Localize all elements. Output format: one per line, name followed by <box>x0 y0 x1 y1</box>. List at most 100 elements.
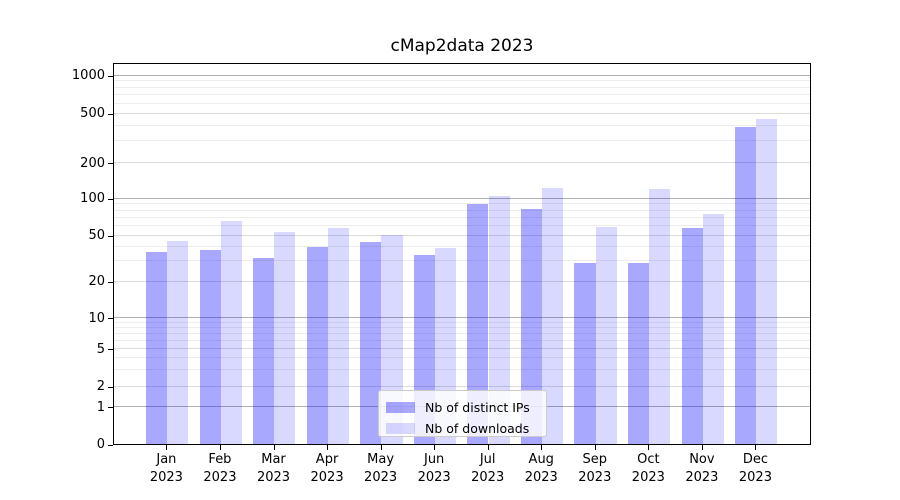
x-tick-label: Oct 2023 <box>631 452 665 485</box>
legend-label-downloads: Nb of downloads <box>425 421 530 436</box>
bar-distinct-ips-9 <box>627 262 650 444</box>
y-gridline-minor <box>114 246 810 248</box>
y-gridline-minor <box>114 80 810 82</box>
bar-downloads-3 <box>327 228 350 444</box>
bar-downloads-6 <box>488 195 510 444</box>
y-tick-label: 500 <box>80 106 105 122</box>
x-tick-mark <box>434 445 436 450</box>
bar-distinct-ips-8 <box>574 262 596 444</box>
y-gridline-minor <box>114 209 810 211</box>
y-gridline-minor <box>114 321 810 323</box>
x-tick-mark <box>701 445 703 450</box>
y-gridline-minor <box>114 124 810 126</box>
bar-distinct-ips-7 <box>520 208 543 444</box>
bar-downloads-11 <box>756 119 778 444</box>
y-gridline-major <box>114 74 810 76</box>
y-gridline-minor <box>114 339 810 341</box>
y-gridline-mid <box>114 112 810 114</box>
legend-label-distinct-ips: Nb of distinct IPs <box>425 400 530 415</box>
bar-distinct-ips-6 <box>467 203 489 444</box>
y-tick-mark <box>108 75 113 77</box>
y-tick-mark <box>108 113 113 115</box>
y-gridline-mid <box>114 234 810 236</box>
y-gridline-minor <box>114 260 810 262</box>
y-tick-mark <box>108 349 113 351</box>
x-tick-label: Nov 2023 <box>685 452 719 485</box>
x-tick-label: Aug 2023 <box>524 452 558 485</box>
y-gridline-mid <box>114 385 810 387</box>
x-tick-mark <box>380 445 382 450</box>
y-tick-label: 50 <box>88 228 105 244</box>
x-tick-mark <box>327 445 329 450</box>
y-tick-mark <box>108 318 113 320</box>
x-tick-mark <box>273 445 275 450</box>
y-gridline-mid <box>114 348 810 350</box>
y-gridline-minor <box>114 225 810 227</box>
y-tick-label: 1000 <box>71 68 105 83</box>
y-gridline-major <box>114 317 810 319</box>
y-tick-mark <box>108 163 113 165</box>
y-gridline-mid <box>114 280 810 282</box>
y-tick-label: 10 <box>88 310 105 326</box>
y-tick-mark <box>108 235 113 237</box>
y-tick-label: 1 <box>96 399 105 415</box>
bar-distinct-ips-2 <box>253 257 275 444</box>
x-tick-label: Apr 2023 <box>310 452 344 485</box>
x-tick-label: Feb 2023 <box>203 452 237 485</box>
x-tick-mark <box>594 445 596 450</box>
x-tick-label: Mar 2023 <box>256 452 291 485</box>
y-tick-label: 200 <box>80 155 105 171</box>
legend: Nb of distinct IPs Nb of downloads <box>378 390 547 437</box>
x-tick-label: Jun 2023 <box>417 452 451 485</box>
bar-downloads-8 <box>595 227 617 444</box>
legend-item-distinct-ips: Nb of distinct IPs <box>379 397 546 418</box>
bar-distinct-ips-11 <box>735 126 757 444</box>
y-gridline-minor <box>114 357 810 359</box>
x-tick-mark <box>219 445 221 450</box>
y-gridline-minor <box>114 368 810 370</box>
y-gridline-minor <box>114 86 810 88</box>
x-tick-mark <box>166 445 168 450</box>
y-tick-mark <box>108 407 113 409</box>
bar-distinct-ips-0 <box>146 251 168 444</box>
bar-downloads-10 <box>702 213 724 444</box>
legend-swatch-downloads <box>386 423 415 434</box>
y-tick-mark <box>108 444 113 446</box>
legend-swatch-distinct-ips <box>386 402 415 413</box>
y-tick-label: 20 <box>88 274 105 290</box>
legend-item-downloads: Nb of downloads <box>379 418 546 439</box>
y-gridline-minor <box>114 94 810 96</box>
y-tick-label: 2 <box>96 379 105 394</box>
y-gridline-minor <box>114 327 810 329</box>
y-gridline-minor <box>114 140 810 142</box>
x-tick-mark <box>487 445 489 450</box>
bar-downloads-9 <box>649 189 671 444</box>
y-gridline-mid <box>114 162 810 164</box>
bar-distinct-ips-3 <box>306 246 328 444</box>
bar-downloads-0 <box>167 240 189 444</box>
bar-downloads-1 <box>220 221 242 444</box>
x-tick-label: Sep 2023 <box>578 452 612 485</box>
x-tick-label: Jan 2023 <box>149 452 183 485</box>
y-tick-mark <box>108 281 113 283</box>
y-gridline-minor <box>114 203 810 205</box>
x-tick-label: May 2023 <box>364 452 398 485</box>
y-gridline-minor <box>114 216 810 218</box>
bar-distinct-ips-4 <box>360 241 382 444</box>
y-tick-label: 100 <box>80 191 105 207</box>
y-tick-mark <box>108 386 113 388</box>
bar-distinct-ips-10 <box>681 228 703 444</box>
y-gridline-major <box>114 197 810 199</box>
x-tick-label: Jul 2023 <box>471 452 505 485</box>
y-gridline-minor <box>114 102 810 104</box>
y-tick-label: 0 <box>96 437 105 452</box>
x-tick-mark <box>541 445 543 450</box>
x-tick-mark <box>755 445 757 450</box>
y-tick-mark <box>108 198 113 200</box>
bar-distinct-ips-1 <box>199 250 221 444</box>
x-tick-mark <box>648 445 650 450</box>
bar-downloads-2 <box>274 232 296 444</box>
bar-downloads-7 <box>542 188 564 444</box>
plot-area: Nb of distinct IPs Nb of downloads <box>113 63 811 445</box>
